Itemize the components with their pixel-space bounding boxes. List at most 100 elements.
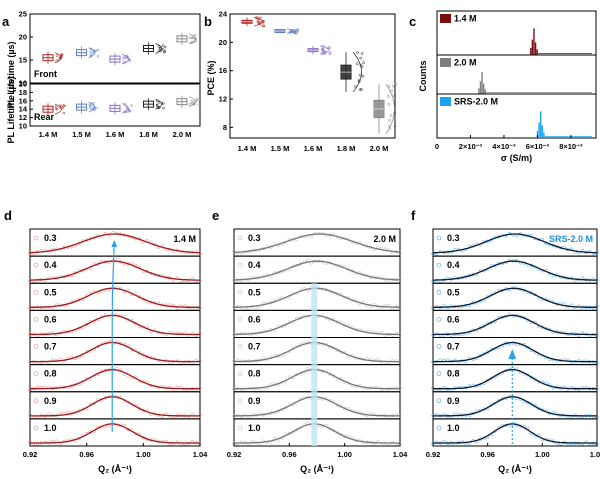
- panel-e-xtick-label: 0.96: [282, 450, 297, 459]
- panel-b-density: [385, 83, 395, 134]
- panel-b-xtick-label: 2.0 M: [370, 144, 389, 153]
- panel-b-point: [321, 48, 324, 52]
- panel-f-fit-curve: [433, 287, 597, 308]
- panel-d-marker: [198, 359, 202, 363]
- panel-b-point: [394, 82, 398, 86]
- panel-a-xtick-label: 1.5 M: [72, 130, 91, 139]
- panel-a-point: [89, 53, 93, 57]
- panel-c-hist-bar: [543, 132, 545, 138]
- panel-a-point: [122, 61, 125, 64]
- panel-c-hist-bar: [484, 89, 486, 94]
- panel-a-ytick-label: 10: [19, 79, 27, 88]
- panel-f-marker: [566, 441, 570, 446]
- panel-a-point: [130, 104, 133, 107]
- panel-b-point: [390, 89, 394, 92]
- panel-e-marker: [239, 414, 244, 419]
- panel-a-point: [127, 59, 131, 62]
- panel-a-ytick-label: 14: [19, 105, 28, 114]
- panel-c-hist-bar: [533, 28, 535, 55]
- panel-d-fit-curve: [30, 423, 200, 444]
- panel-b-point: [322, 44, 325, 48]
- panel-e-xlabel: Q₂ (Å⁻¹): [300, 464, 334, 474]
- panel-f-row-marker-key: [436, 371, 442, 376]
- panel-f-marker: [434, 332, 439, 336]
- panel-b-point: [391, 94, 395, 98]
- panel-f-fit-curve: [433, 396, 597, 417]
- panel-b-point: [387, 119, 391, 122]
- panel-c-legend-swatch: [440, 14, 451, 23]
- panel-c-xtick-label: 0: [435, 142, 439, 151]
- panel-c-legend-swatch: [440, 97, 451, 106]
- panel-e-row-marker-key: [237, 317, 243, 322]
- panel-b-ytick-label: 24: [219, 10, 228, 19]
- panel-e-row-marker-key: [237, 398, 243, 404]
- panel-e-row-marker-key: [237, 371, 243, 376]
- panel-b-point: [362, 61, 365, 65]
- panel-e-highlight-band: [311, 283, 318, 446]
- panel-a-density: [88, 101, 96, 113]
- panel-f-xtick-label: 1.00: [535, 450, 550, 459]
- panel-b-ytick-label: 12: [219, 95, 227, 104]
- panel-e-row-label: 1.0: [248, 423, 261, 433]
- panel-a-point: [197, 99, 201, 102]
- panel-d-marker: [194, 440, 198, 444]
- panel-d-fit-curve: [30, 287, 200, 308]
- panel-b-point: [387, 103, 391, 106]
- panel-e-corner-label: 2.0 M: [373, 234, 396, 244]
- panel-a-point: [89, 50, 92, 54]
- panel-c-hist-bar: [531, 39, 534, 55]
- panel-label-f: f: [411, 208, 416, 223]
- panel-a-ytick-label: 15: [19, 56, 27, 65]
- panel-c-hist-bar: [536, 49, 538, 55]
- panel-b-xtick-label: 1.5 M: [271, 144, 290, 153]
- panel-f-marker: [580, 414, 585, 419]
- panel-c-xtick-label: 4×10⁻³: [492, 142, 516, 151]
- panel-a-point: [96, 55, 100, 58]
- panel-d-peak-shift-arrow: [111, 241, 115, 432]
- panel-a-point: [125, 54, 129, 58]
- panel-e-row-marker-key: [237, 262, 243, 268]
- panel-d-row-marker-key: [33, 262, 39, 268]
- panel-f-corner-label: SRS-2.0 M: [549, 234, 593, 244]
- panel-f-row-marker-key: [436, 289, 442, 295]
- panel-e-marker: [243, 413, 247, 417]
- panel-b-point: [296, 28, 299, 31]
- panel-b-point: [392, 84, 395, 88]
- panel-b-point: [255, 16, 258, 20]
- panel-a-point: [55, 105, 58, 108]
- panel-f-row-frame: [432, 418, 598, 447]
- panel-a-point: [157, 101, 161, 104]
- panel-b-point: [359, 73, 362, 77]
- panel-a-point: [92, 107, 95, 111]
- panel-b-point: [259, 16, 263, 20]
- panel-b-point: [257, 20, 261, 24]
- panel-b-ylabel: PCE (%): [206, 60, 216, 95]
- panel-e-row-label: 0.7: [248, 342, 261, 352]
- panel-a-point: [161, 48, 165, 51]
- panel-d-marker: [43, 278, 47, 282]
- panel-c-hist-bar: [534, 42, 537, 55]
- panel-c-xtick-label: 6×10⁻³: [526, 142, 550, 151]
- panel-c-hist-bar: [530, 48, 532, 55]
- panel-a-density: [188, 96, 196, 107]
- panel-label-d: d: [4, 208, 12, 223]
- panel-a-point: [91, 101, 95, 105]
- panel-f-row-marker-key: [436, 317, 442, 322]
- panel-a-point: [89, 55, 93, 58]
- panel-a-point: [161, 44, 165, 47]
- panel-b-point: [288, 31, 292, 34]
- panel-d-xtick-label: 0.92: [23, 450, 38, 459]
- panel-e-row-label: 0.6: [248, 314, 261, 324]
- panel-c-legend-label: 2.0 M: [454, 58, 477, 68]
- panel-f-row-marker-key: [436, 425, 442, 431]
- panel-b-point: [393, 116, 396, 119]
- panel-b-point: [387, 85, 391, 88]
- panel-f-row-label: 1.0: [447, 423, 460, 433]
- panel-a-point: [192, 40, 196, 44]
- panel-e-xtick-label: 0.92: [227, 450, 242, 459]
- panel-e-row-label: 0.8: [248, 369, 261, 379]
- panel-b-point: [357, 80, 361, 83]
- panel-f-row-label: 0.3: [447, 233, 460, 243]
- panel-a-point: [55, 108, 59, 111]
- panel-b-point: [359, 56, 363, 60]
